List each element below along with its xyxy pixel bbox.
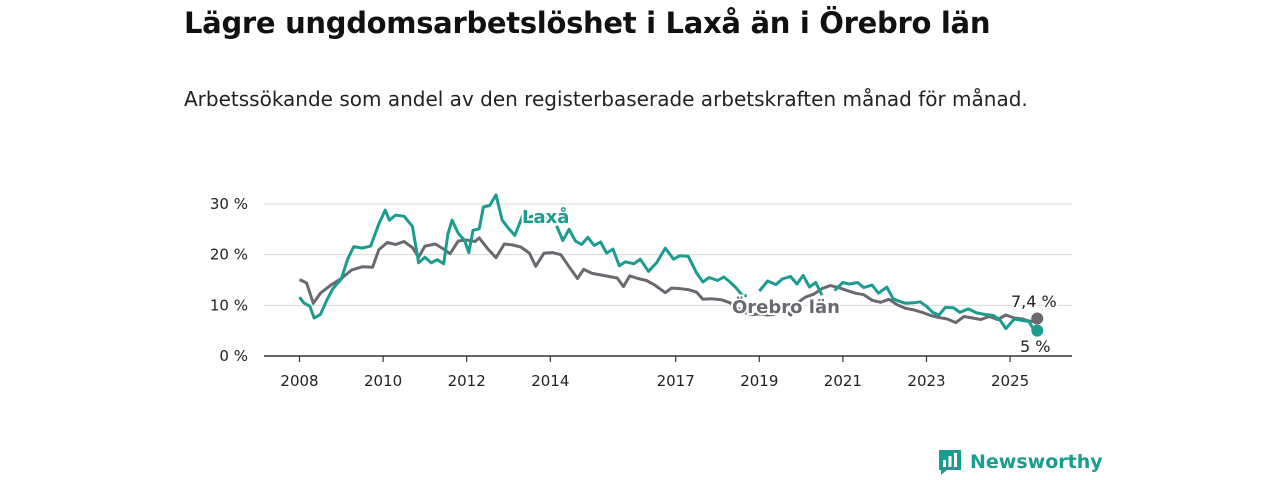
x-tick-label: 2008 (280, 372, 318, 390)
brand-name: Newsworthy (970, 451, 1103, 473)
series-lines (298, 193, 1044, 337)
x-tick-label: 2017 (657, 372, 695, 390)
x-tick-label: 2023 (907, 372, 945, 390)
brand-logo: Newsworthy (937, 448, 1103, 476)
end-point-laxa (1031, 324, 1044, 337)
y-tick-label: 30 % (210, 195, 248, 213)
series-labels: Laxå Örebro län 7,4 % 5 % (520, 204, 1058, 358)
newsworthy-logo-icon (939, 450, 961, 475)
y-tick-label: 0 % (219, 347, 248, 365)
line-chart: 0 % 10 % 20 % 30 % 2008 2010 2012 2014 2017 2019… (210, 193, 1072, 390)
grid-lines (264, 203, 1072, 357)
x-axis-ticks: 2008 2010 2012 2014 2017 2019 2021 2023 2025 (280, 356, 1029, 390)
end-value-label-laxa: 5 % (1020, 337, 1050, 356)
x-tick-label: 2019 (740, 372, 778, 390)
page-title: Lägre ungdomsarbetslöshet i Laxå än i Ör… (184, 6, 991, 40)
end-value-label-orebro-lan: 7,4 % (1011, 292, 1057, 311)
end-point-orebro-lan (1031, 312, 1044, 325)
y-axis-ticks: 0 % 10 % 20 % 30 % (210, 195, 248, 365)
x-tick-label: 2021 (824, 372, 862, 390)
series-line-orebro-lan (298, 236, 1039, 325)
x-tick-label: 2014 (531, 372, 569, 390)
series-label-laxa: Laxå (522, 206, 569, 228)
series-line-laxa (298, 193, 551, 320)
y-tick-label: 20 % (210, 246, 248, 264)
series-label-orebro-lan: Örebro län (732, 296, 840, 318)
x-tick-label: 2010 (364, 372, 402, 390)
x-tick-label: 2012 (448, 372, 486, 390)
series-line-laxa (758, 273, 824, 296)
page-subtitle: Arbetssökande som andel av den registerb… (184, 87, 1028, 111)
y-tick-label: 10 % (210, 296, 248, 314)
x-tick-label: 2025 (991, 372, 1029, 390)
series-line-laxa (555, 225, 747, 298)
series-line-laxa (833, 281, 1038, 333)
